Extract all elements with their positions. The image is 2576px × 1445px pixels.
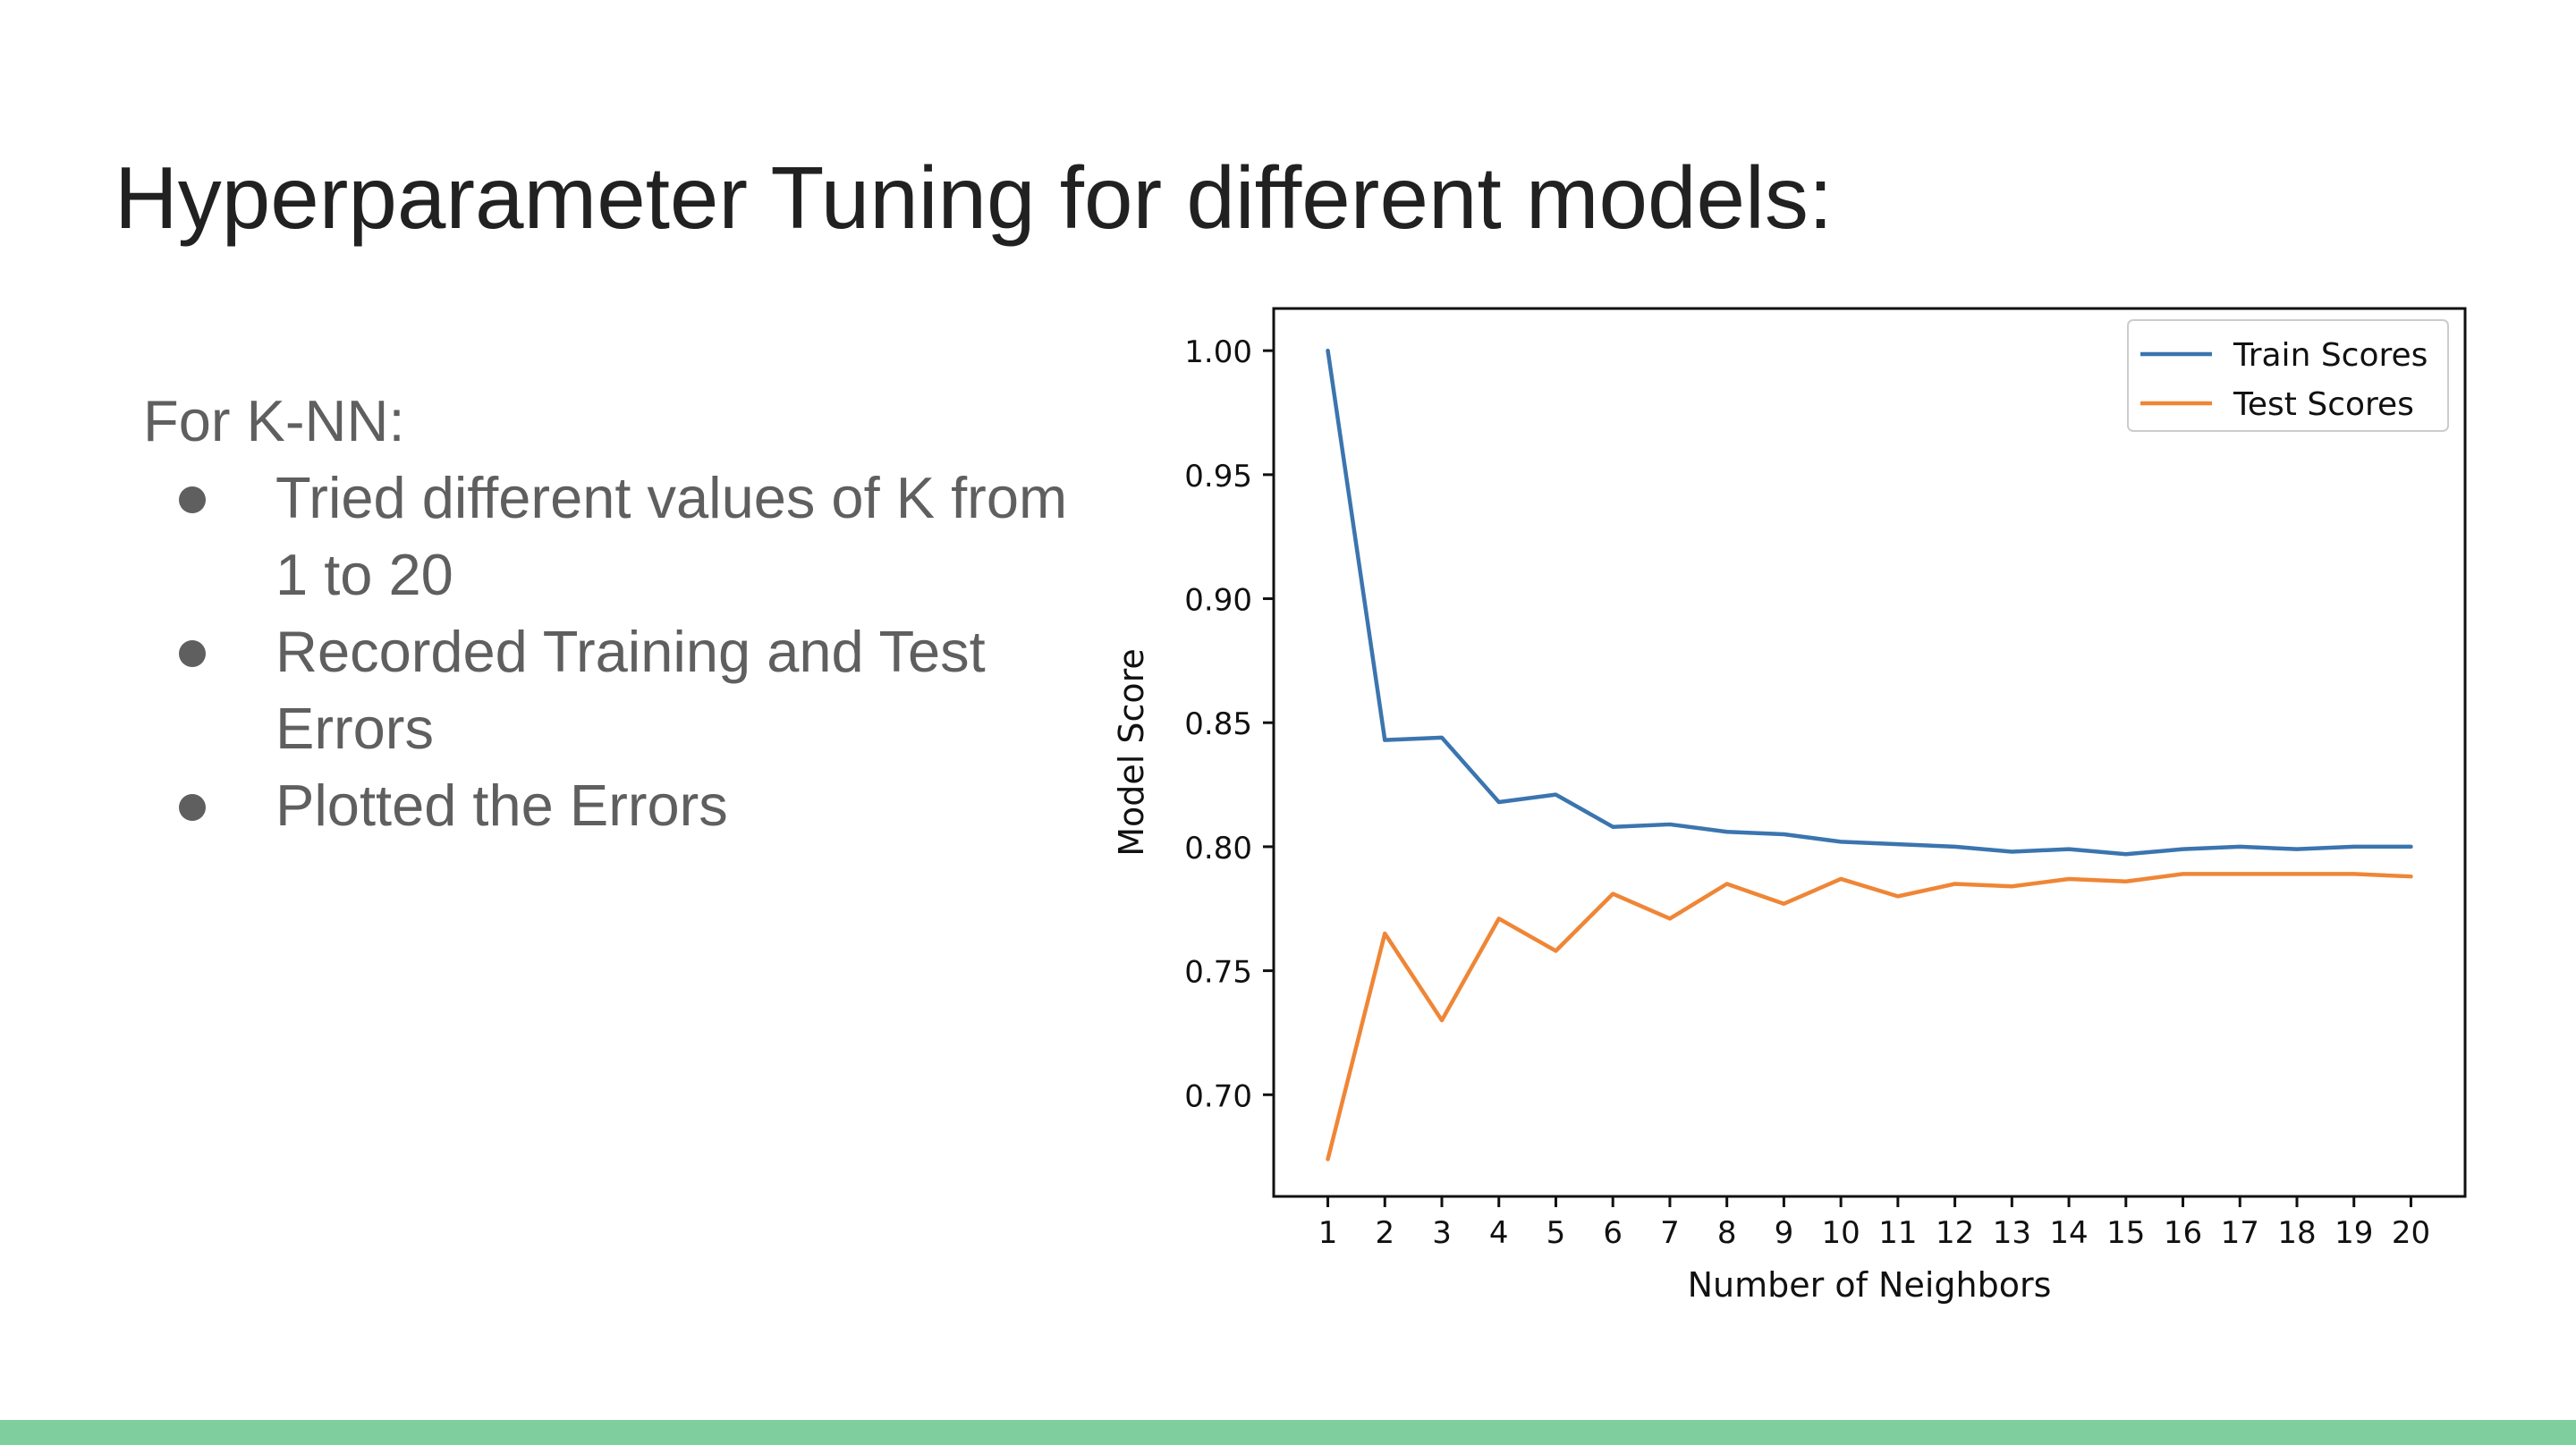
y-tick-label: 0.75 (1184, 955, 1252, 991)
bullet-text: Plotted the Errors (275, 773, 728, 838)
bullet-text: Recorded Training and Test Errors (275, 619, 986, 761)
x-tick-label: 13 (1993, 1215, 2031, 1251)
x-tick-label: 11 (1878, 1215, 1917, 1251)
x-tick-label: 12 (1936, 1215, 1974, 1251)
x-tick-label: 7 (1660, 1215, 1680, 1251)
chart-container: 1.00 0.95 0.90 0.85 0.80 0.75 0.70 1 2 3 4 5 6 7 8 9 10… (1109, 295, 2487, 1328)
y-tick-label: 0.70 (1184, 1078, 1252, 1114)
y-tick-label: 1.00 (1184, 334, 1252, 370)
series-line (1326, 872, 2413, 1162)
bullet-item: Tried different values of K from 1 to 20 (143, 460, 1091, 613)
x-axis-ticks: 1 2 3 4 5 6 7 8 9 10 11 12 13 14 15 16 17 18 19 20 (1318, 1196, 2430, 1251)
y-axis-ticks: 1.00 0.95 0.90 0.85 0.80 0.75 0.70 (1184, 334, 1274, 1114)
x-tick-label: 10 (1822, 1215, 1860, 1251)
x-tick-label: 16 (2164, 1215, 2202, 1251)
x-tick-label: 4 (1489, 1215, 1509, 1251)
bullet-item: Plotted the Errors (143, 767, 1091, 844)
x-tick-label: 14 (2049, 1215, 2088, 1251)
bullet-list: Tried different values of K from 1 to 20… (143, 460, 1091, 844)
x-tick-label: 9 (1775, 1215, 1794, 1251)
bullet-text: Tried different values of K from 1 to 20 (275, 465, 1068, 607)
bullet-section: For K-NN: Tried different values of K fr… (143, 383, 1091, 844)
slide-title: Hyperparameter Tuning for different mode… (114, 148, 1834, 247)
y-tick-label: 0.80 (1184, 831, 1252, 866)
bullet-dot-icon (179, 794, 206, 821)
x-tick-label: 19 (2334, 1215, 2373, 1251)
y-axis-label: Model Score (1112, 648, 1151, 857)
x-tick-label: 17 (2221, 1215, 2259, 1251)
knn-score-chart: 1.000.950.900.850.800.750.70 1 2 3 4 5 6 7 8 9 10… (1112, 307, 2467, 1305)
section-intro: For K-NN: (143, 388, 405, 453)
y-tick-label: 0.85 (1184, 706, 1252, 742)
chart-legend: Train Scores Test Scores (2127, 319, 2449, 432)
bullet-dot-icon (179, 640, 206, 667)
x-tick-label: 18 (2277, 1215, 2316, 1251)
footer-accent-bar (0, 1420, 2576, 1445)
series-line (1326, 348, 2413, 857)
x-axis-label: Number of Neighbors (1688, 1265, 2052, 1305)
x-tick-label: 20 (2392, 1215, 2430, 1251)
x-tick-label: 3 (1432, 1215, 1452, 1251)
legend-label: Train Scores (2233, 337, 2428, 374)
bullet-dot-icon (179, 486, 206, 513)
y-tick-label: 0.95 (1184, 459, 1252, 494)
plot-frame (1272, 307, 2467, 1198)
x-tick-label: 8 (1717, 1215, 1737, 1251)
x-tick-label: 1 (1318, 1215, 1338, 1251)
x-tick-label: 6 (1603, 1215, 1623, 1251)
bullet-item: Recorded Training and Test Errors (143, 613, 1091, 767)
x-tick-label: 15 (2106, 1215, 2145, 1251)
x-tick-label: 5 (1546, 1215, 1566, 1251)
series-layer (1326, 348, 2413, 1162)
y-tick-label: 0.90 (1184, 583, 1252, 619)
legend-label: Test Scores (2233, 386, 2414, 423)
x-tick-label: 2 (1375, 1215, 1394, 1251)
